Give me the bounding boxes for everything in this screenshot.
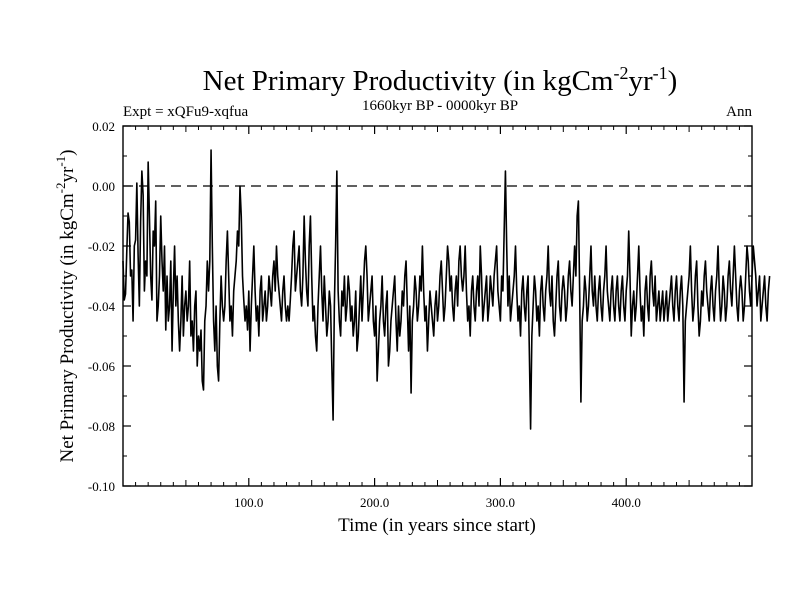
time-range-label: 1660kyr BP - 0000kyr BP [362,98,518,114]
y-tick-labels: 0.02 0.00 -0.02 -0.04 -0.06 -0.08 -0.10 [88,119,116,494]
y-tick-label: 0.02 [92,119,115,134]
experiment-label: Expt = xQFu9-xqfua [123,104,248,120]
y-axis-label: Net Primary Productivity (in kgCm-2yr-1) [53,150,78,463]
y-tick-label: -0.10 [88,479,115,494]
y-tick-label: -0.06 [88,359,116,374]
x-axis-label: Time (in years since start) [338,515,536,536]
x-tick-label: 100.0 [234,495,263,510]
y-tick-label: -0.04 [88,299,116,314]
plot-frame [122,125,753,487]
x-tick-label: 200.0 [360,495,389,510]
x-tick-labels: 100.0 200.0 300.0 400.0 [234,495,641,510]
x-tick-label: 300.0 [486,495,515,510]
x-tick-label: 400.0 [612,495,641,510]
chart-title: Net Primary Productivity (in kgCm-2yr-1) [203,63,678,97]
y-tick-label: 0.00 [92,179,115,194]
data-series-line [122,149,771,430]
y-tick-label: -0.02 [88,239,115,254]
season-label: Ann [726,104,752,120]
y-tick-label: -0.08 [88,419,115,434]
